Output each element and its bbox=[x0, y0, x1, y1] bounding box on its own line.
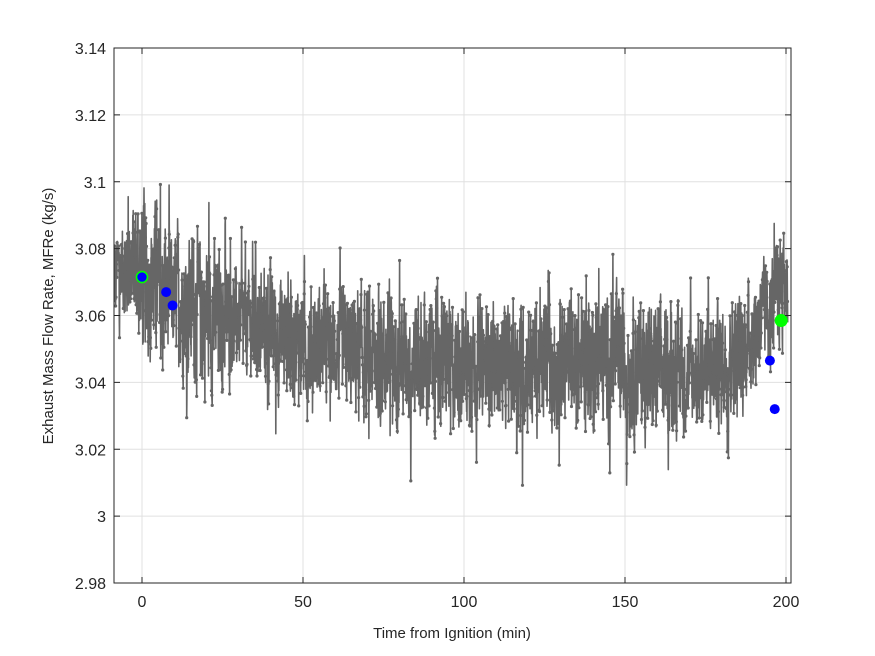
y-axis-label: Exhaust Mass Flow Rate, MFRe (kg/s) bbox=[40, 188, 57, 445]
y-tick-label: 3 bbox=[97, 509, 106, 526]
blue-marker bbox=[764, 355, 775, 366]
highlight-markers bbox=[135, 270, 788, 415]
y-tick-label: 3.02 bbox=[75, 442, 106, 459]
green-marker bbox=[774, 314, 788, 328]
axes: 0 50 100 150 200 2.98 3 3.02 3.04 3.06 3.08 3.1 3.12… bbox=[75, 41, 800, 611]
blue-marker bbox=[137, 272, 147, 283]
x-tick-label: 100 bbox=[451, 594, 478, 611]
x-tick-label: 150 bbox=[612, 594, 639, 611]
plot-area bbox=[114, 47, 791, 584]
x-tick-label: 200 bbox=[773, 594, 800, 611]
y-tick-label: 3.12 bbox=[75, 108, 106, 125]
blue-marker bbox=[769, 404, 780, 415]
y-tick-label: 3.04 bbox=[75, 375, 106, 392]
blue-marker bbox=[161, 287, 172, 298]
series-mfre bbox=[114, 182, 790, 487]
y-tick-label: 3.1 bbox=[84, 175, 106, 192]
blue-marker bbox=[167, 300, 178, 311]
green-ring-marker bbox=[135, 270, 149, 284]
y-tick-label: 3.08 bbox=[75, 242, 106, 259]
y-tick-label: 2.98 bbox=[75, 576, 106, 593]
x-tick-label: 50 bbox=[294, 594, 312, 611]
y-tick-label: 3.06 bbox=[75, 309, 106, 326]
x-tick-label: 0 bbox=[138, 594, 147, 611]
x-axis-label: Time from Ignition (min) bbox=[373, 625, 531, 642]
y-tick-label: 3.14 bbox=[75, 41, 106, 58]
